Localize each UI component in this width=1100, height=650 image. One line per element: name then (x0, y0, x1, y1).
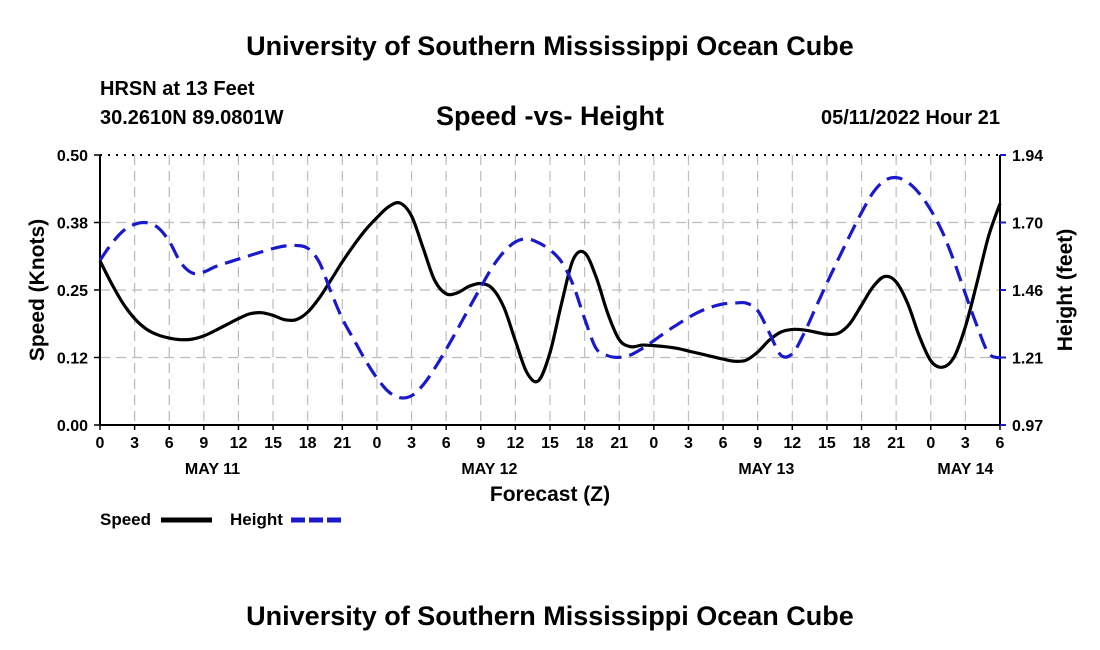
day-label: MAY 14 (937, 461, 993, 478)
x-tick-label: 3 (961, 435, 970, 452)
x-tick-label: 21 (887, 435, 905, 452)
y2-tick-label: 1.21 (1012, 351, 1043, 368)
speed-series-line (98, 201, 1002, 384)
x-tick-label: 6 (996, 435, 1005, 452)
day-label: MAY 13 (738, 461, 794, 478)
x-tick-label: 12 (783, 435, 801, 452)
x-tick-label: 15 (541, 435, 559, 452)
data-series (98, 175, 1002, 400)
day-label: MAY 11 (185, 461, 240, 478)
y-tick-label: 0.12 (57, 351, 88, 368)
day-label: MAY 12 (461, 461, 517, 478)
x-tick-label: 3 (684, 435, 693, 452)
axes (94, 154, 1006, 430)
x-tick-label: 0 (649, 435, 658, 452)
height-series-line (98, 175, 1001, 400)
y2-tick-label: 1.94 (1012, 148, 1043, 165)
legend-height-label: Height (230, 510, 283, 529)
tick-labels: 0 3 6 9 12 15 18 21 0 3 6 9 12 15 18 21 0 3 6 9 12 15 18 21 0 3 6M… (57, 148, 1043, 478)
x-tick-label: 0 (926, 435, 935, 452)
y-tick-label: 0.00 (57, 418, 88, 435)
station-label: HRSN at 13 Feet (100, 78, 255, 100)
legend-speed-label: Speed (100, 510, 151, 529)
x-tick-label: 6 (442, 435, 451, 452)
x-tick-label: 9 (476, 435, 485, 452)
x-tick-label: 18 (853, 435, 871, 452)
x-axis-title: Forecast (Z) (490, 483, 610, 506)
y2-tick-label: 1.46 (1012, 283, 1043, 300)
x-tick-label: 21 (333, 435, 351, 452)
x-tick-label: 21 (610, 435, 628, 452)
x-tick-label: 6 (719, 435, 728, 452)
x-tick-label: 15 (264, 435, 282, 452)
x-tick-label: 3 (130, 435, 139, 452)
y2-tick-label: 0.97 (1012, 418, 1043, 435)
y-axis-title: Speed (Knots) (26, 219, 49, 361)
x-tick-label: 6 (165, 435, 174, 452)
location-label: 30.2610N 89.0801W (100, 107, 284, 129)
x-tick-label: 0 (372, 435, 381, 452)
y2-tick-label: 1.70 (1012, 216, 1043, 233)
x-tick-label: 12 (230, 435, 248, 452)
grid-lines (100, 155, 1000, 425)
y2-axis-title: Height (feet) (1054, 229, 1077, 352)
x-tick-label: 9 (753, 435, 762, 452)
y-tick-label: 0.50 (57, 148, 88, 165)
x-tick-label: 18 (576, 435, 594, 452)
x-tick-label: 12 (506, 435, 524, 452)
x-tick-label: 3 (407, 435, 416, 452)
x-tick-label: 18 (299, 435, 317, 452)
chart-title: University of Southern Mississippi Ocean… (246, 31, 854, 61)
y-tick-label: 0.25 (57, 283, 88, 300)
x-tick-label: 15 (818, 435, 836, 452)
forecast-datetime: 05/11/2022 Hour 21 (821, 107, 1000, 129)
chart-subtitle: Speed -vs- Height (436, 101, 664, 131)
legend: Speed Height (100, 510, 342, 529)
y-tick-label: 0.38 (57, 216, 88, 233)
footer-title: University of Southern Mississippi Ocean… (246, 601, 854, 631)
x-tick-label: 9 (199, 435, 208, 452)
x-tick-label: 0 (96, 435, 105, 452)
